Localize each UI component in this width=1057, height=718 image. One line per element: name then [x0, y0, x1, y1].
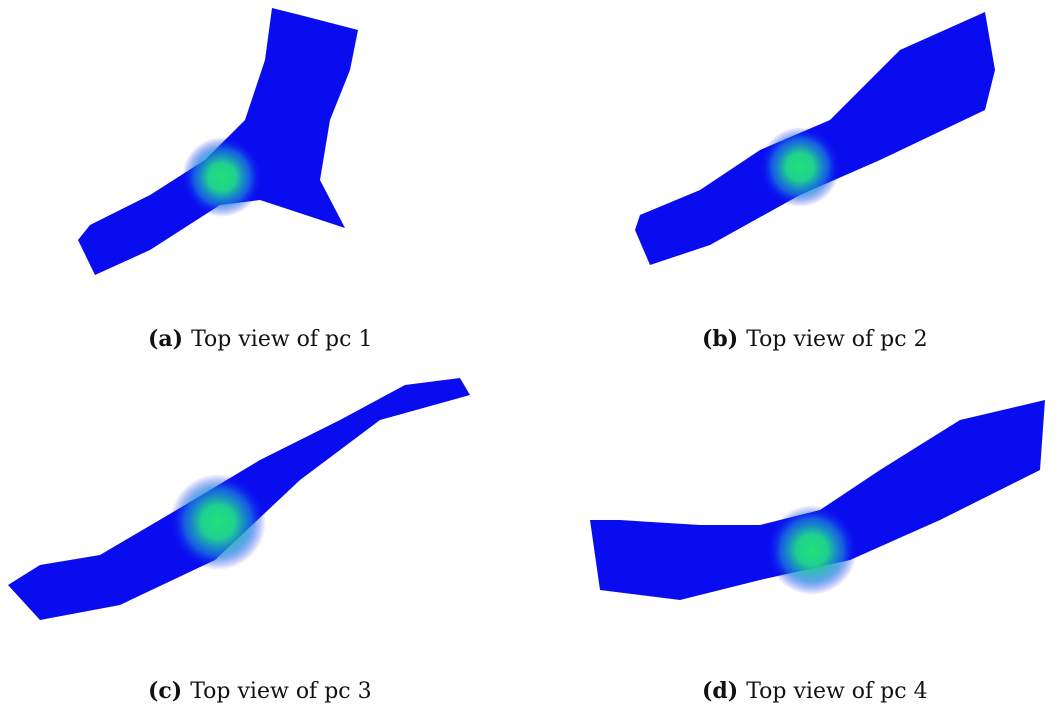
- caption-text: Top view of pc 3: [190, 679, 371, 704]
- caption: (a) Top view of pc 1: [148, 326, 372, 352]
- caption-text: Top view of pc 2: [746, 327, 927, 352]
- pc-2: [635, 12, 995, 265]
- caption: (d) Top view of pc 4: [702, 678, 928, 704]
- point-cloud-views: [0, 0, 1057, 718]
- caption-text: Top view of pc 1: [191, 327, 372, 352]
- caption: (c) Top view of pc 3: [148, 678, 372, 704]
- caption-label: (c): [148, 678, 182, 704]
- caption-text: Top view of pc 4: [746, 679, 927, 704]
- figure-page: {"figures": [ {"label": "(a)", "caption"…: [0, 0, 1057, 718]
- pc-3: [8, 378, 470, 620]
- pc-1: [78, 8, 358, 275]
- pc-4: [590, 400, 1045, 600]
- caption-label: (b): [702, 326, 738, 352]
- caption-label: (a): [148, 326, 183, 352]
- caption-label: (d): [702, 678, 738, 704]
- caption: (b) Top view of pc 2: [702, 326, 928, 352]
